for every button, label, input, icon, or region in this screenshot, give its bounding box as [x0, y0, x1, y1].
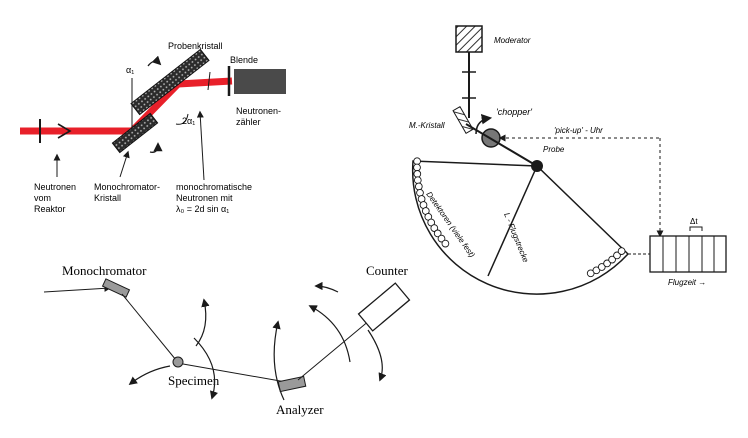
flight-time-label: Flugzeit →: [668, 278, 706, 287]
source-label-2: vom: [34, 193, 51, 203]
detector-tube: [416, 188, 424, 197]
beam-to-counter: [177, 77, 233, 88]
mono-label-1: Monochromator-: [94, 182, 160, 192]
analyzer-crystal: [277, 375, 307, 393]
neutron-counter: [234, 69, 286, 94]
moderator-label: Moderator: [494, 36, 531, 45]
mono-neutrons-label-1: monochromatische: [176, 182, 252, 192]
detector-tube: [613, 251, 621, 260]
monochromator-crystal: [111, 112, 159, 154]
rotation-arrow-probe: [147, 55, 162, 67]
aperture-label: Blende: [230, 55, 258, 65]
monochromator-crystal-bottom: [101, 278, 131, 298]
counter-label: Counter: [366, 263, 409, 278]
mono-neutrons-label-2: Neutronen mit: [176, 193, 233, 203]
detector-tube: [414, 182, 423, 191]
delta-t-label: Δt: [690, 217, 698, 226]
flight-path-label: L - Flugstrecke: [502, 211, 530, 264]
probe-crystal: [130, 48, 210, 116]
detector-tube: [413, 176, 422, 185]
pickup-label: 'pick-up' - Uhr: [554, 126, 603, 135]
triple-axis-diagram: Monochromator Specimen Analyzer: [43, 263, 411, 417]
sample-label: Probe: [543, 145, 565, 154]
detector-tube: [441, 239, 450, 248]
source-label-1: Neutronen: [34, 182, 76, 192]
monochromator-label: Monochromator: [62, 263, 147, 278]
detector-tubes: [413, 157, 626, 278]
analyzer-label: Analyzer: [276, 402, 324, 417]
detector-tube: [437, 234, 446, 243]
detector-tube: [433, 229, 442, 238]
detector-tube: [413, 163, 421, 172]
chopper-label: 'chopper': [496, 107, 532, 117]
mono-label-2: Kristall: [94, 193, 121, 203]
source-label-3: Reaktor: [34, 204, 66, 214]
detector-tube: [592, 266, 601, 275]
mono-neutrons-label-3: λ₀ = 2d sin α₁: [176, 204, 229, 214]
detector-sector: [411, 160, 630, 295]
detector-tube: [608, 255, 616, 264]
counter-detector: [357, 282, 411, 332]
time-of-flight-diagram: Moderator M.-Kristall 'chopper' Probe 'p…: [409, 25, 727, 295]
counter-label-2: zähler: [236, 117, 261, 127]
moderator: [455, 25, 483, 53]
detector-tube: [413, 170, 422, 178]
detector-tube: [597, 263, 606, 271]
detector-tube: [603, 259, 611, 268]
m-crystal-label: M.-Kristall: [409, 121, 445, 130]
alpha1-label: α₁: [126, 65, 134, 75]
two-alpha1-label: 2α₁: [182, 116, 195, 126]
detector-tube: [617, 247, 626, 255]
counter-label-1: Neutronen-: [236, 106, 281, 116]
detector-tube: [430, 224, 439, 232]
time-channels: [649, 226, 727, 273]
probe-crystal-label: Probenkristall: [168, 41, 223, 51]
m-crystal: [452, 106, 474, 134]
bragg-diagram: Probenkristall Blende α₁ 2α₁ Neutronen- …: [20, 41, 286, 214]
detector-tube: [413, 157, 421, 166]
specimen-label: Specimen: [168, 373, 220, 388]
rotation-arrow-mono: [149, 142, 163, 153]
specimen: [172, 356, 184, 368]
